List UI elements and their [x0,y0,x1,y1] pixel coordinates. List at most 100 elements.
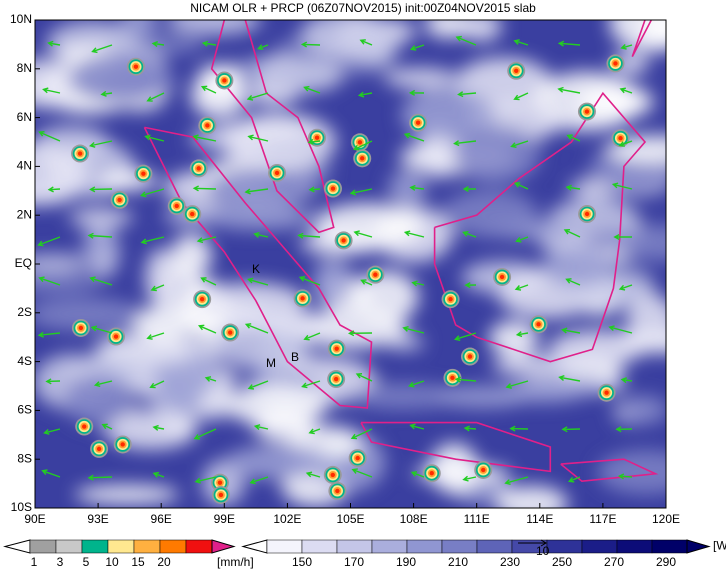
cloud [388,170,427,207]
wind-arrow [93,380,113,388]
rain-cell [199,296,205,302]
cloud [224,445,333,480]
wind-arrow [567,476,581,483]
wind-arrow [454,376,477,383]
wind-arrow [194,476,217,484]
wind-arrow [200,277,217,286]
lat-label: 6S [17,403,32,417]
wind-arrow [87,474,113,481]
cloud [442,190,538,238]
cloud [266,311,337,336]
map-title: NICAM OLR + PRCP (06Z07NOV2015) init:00Z… [190,1,536,15]
cloud [190,74,248,119]
cloud [119,20,158,38]
wind-arrow [303,332,321,341]
wind-arrow [45,378,61,385]
wind-arrow [246,92,269,101]
wind-arrow [257,44,269,50]
cloud [64,374,131,427]
rain-cell [355,455,360,461]
cloud [626,294,666,353]
wind-arrow [146,332,165,340]
rain-cell [334,346,339,351]
lat-label: 2N [17,207,32,221]
wind-arrow [620,43,633,50]
rain-cell [335,488,340,494]
lon-label: 117E [589,512,616,526]
wind-arrow [89,276,113,286]
wind-arrow [151,41,165,47]
cloud [300,20,394,58]
wind-vectors [37,35,633,504]
wind-arrow [152,471,165,478]
legend-unit: [W/m^2] [713,539,726,553]
legend-unit: [mm/h] [217,555,254,569]
legend-swatch [476,539,513,554]
rain-cell [141,171,146,176]
lon-label: 93E [87,512,108,526]
rain-cell [333,376,339,382]
lon-label: 105E [336,512,364,526]
wind-arrow [90,325,113,334]
legend-level: 20 [157,555,171,569]
cloud [347,383,458,410]
wind-arrow [204,376,217,382]
place-label: K [252,262,260,276]
wind-arrow [89,186,113,193]
rain-cell [499,274,505,280]
wind-arrow [515,236,529,243]
lat-label: 6N [17,110,32,124]
cloud [255,58,344,94]
wind-arrow [505,380,529,389]
legend-level: 230 [500,555,520,569]
wind-arrow [410,471,425,478]
wind-arrow [303,85,321,94]
wind-arrow [558,375,581,382]
wind-arrow [247,380,269,390]
rain-cell [536,322,541,327]
legend-level: 15 [131,555,145,569]
rain-cell [300,296,305,301]
wind-arrow [403,230,425,238]
rain-cell [604,390,609,395]
coastline [210,20,335,234]
wind-arrow [409,423,425,430]
rain-cell [514,68,519,73]
wind-arrow [462,185,477,193]
wind-arrow [38,276,61,286]
wind-arrow [515,331,529,338]
wind-arrow [150,284,165,292]
cloud [134,305,193,341]
wind-arrow [308,186,321,193]
wind-arrow [561,327,581,334]
rain-cell [429,471,434,476]
cloud [495,486,568,508]
rain-cell [274,170,280,176]
wind-arrow [192,134,217,142]
wind-arrow [509,425,529,432]
wind-arrow [301,380,321,389]
rain-cell [133,64,139,69]
wind-arrow [504,476,529,485]
lon-label: 102E [273,512,301,526]
lon-label: 96E [151,512,172,526]
legend-swatch [81,539,109,554]
legend-arrow-end [211,539,236,554]
map-area [35,20,666,508]
rain-cell [227,330,233,335]
wind-arrow [193,428,217,440]
wind-arrow [462,230,477,238]
legend-level: 290 [656,555,676,569]
legend-level: 210 [448,555,468,569]
legend-swatch [107,539,135,554]
wind-arrow [618,284,633,291]
wind-arrow [513,92,529,101]
lat-label: 8N [17,61,32,75]
wind-arrow [617,473,633,480]
wind-arrow [350,428,373,440]
cloud [74,485,180,505]
wind-arrow [513,182,529,190]
wind-arrow [42,87,61,94]
